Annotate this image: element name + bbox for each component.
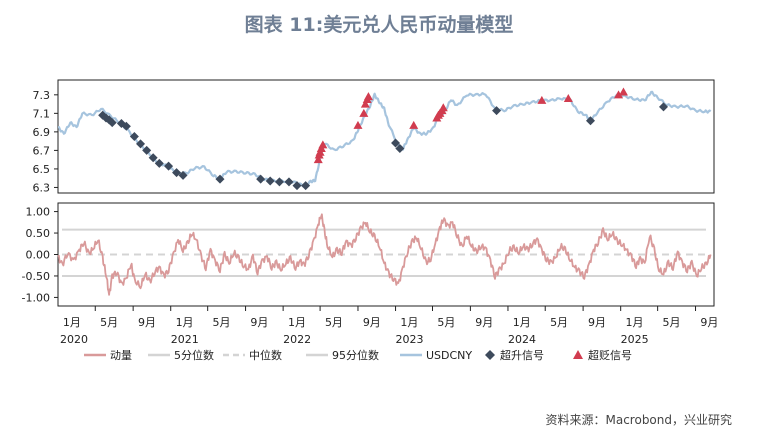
legend-label: 5分位数: [174, 348, 214, 362]
source-note: 资料来源：Macrobond，兴业研究: [545, 413, 733, 427]
x-month-label: 5月: [550, 316, 568, 329]
rise-signal-marker: [274, 177, 284, 187]
rise-signal-marker: [292, 181, 302, 191]
x-month-label: 1月: [288, 316, 306, 329]
deval-signal-marker: [537, 95, 547, 104]
y-tick-label: 6.7: [33, 144, 51, 157]
deval-signal-marker: [359, 108, 369, 117]
deval-signal-marker: [318, 140, 328, 149]
legend-swatch-diamond: [485, 350, 495, 360]
x-axis: 1月 5月 9月 1月 5月 9月 1月 5月 9月 1月 5月 9月 1月 5月 9月 1月 5月 9月 2020…: [60, 306, 718, 346]
x-year-label: 2023: [396, 333, 424, 346]
rise-signal-marker: [256, 174, 266, 184]
legend: 动量 5分位数 中位数 95分位数 USDCNY 超升信号 超贬信号: [84, 348, 632, 362]
y-tick-label: 7.1: [33, 107, 51, 120]
x-month-label: 1月: [63, 316, 81, 329]
rise-signal-marker: [142, 145, 152, 155]
deval-signal-marker: [438, 103, 448, 112]
x-year-label: 2022: [283, 333, 311, 346]
x-month-label: 5月: [100, 316, 118, 329]
y-tick-label: 6.5: [33, 163, 51, 176]
rise-signal-marker: [265, 176, 275, 186]
deval-signal-marker: [360, 99, 370, 108]
legend-label: 95分位数: [332, 348, 379, 362]
rise-signal-marker: [129, 132, 139, 141]
x-month-label: 1月: [513, 316, 531, 329]
y-tick-label: 0.50: [26, 227, 51, 240]
x-month-label: 9月: [250, 316, 268, 329]
legend-swatch-triangle: [573, 350, 583, 359]
rise-signal-marker: [172, 168, 182, 178]
rise-signal-marker: [492, 106, 502, 116]
deval-signal-marker: [363, 92, 373, 101]
deval-signal-marker: [614, 90, 624, 99]
x-month-label: 5月: [437, 316, 455, 329]
chart-title: 图表 11:美元兑人民币动量模型: [244, 14, 514, 36]
legend-label: 中位数: [249, 348, 282, 362]
legend-label: 超升信号: [500, 348, 544, 362]
x-month-label: 9月: [588, 316, 606, 329]
rise-signal-marker: [215, 174, 225, 184]
rise-signal-marker: [301, 181, 311, 191]
rise-signal-marker: [121, 121, 131, 131]
x-year-label: 2021: [171, 333, 199, 346]
x-year-label: 2025: [621, 333, 649, 346]
rise-signal-marker: [116, 119, 126, 129]
x-month-label: 1月: [400, 316, 418, 329]
rise-signal-marker: [154, 158, 164, 168]
rise-signal-marker: [284, 177, 294, 187]
x-month-label: 1月: [626, 316, 644, 329]
rise-signal-marker: [164, 161, 174, 171]
y-tick-label: -0.50: [22, 270, 50, 283]
y-tick-label: 7.3: [33, 89, 51, 102]
x-year-label: 2020: [60, 333, 88, 346]
rise-signal-marker: [148, 153, 158, 163]
rise-signal-marker: [136, 139, 146, 149]
legend-label: 超贬信号: [588, 348, 632, 362]
top-panel-frame: [57, 79, 715, 194]
x-month-label: 9月: [475, 316, 493, 329]
y-tick-label: 0.00: [26, 249, 51, 262]
deval-signal-marker: [618, 87, 628, 96]
rise-signal-marker: [107, 118, 117, 128]
x-year-label: 2024: [508, 333, 536, 346]
y-tick-label: 6.9: [33, 126, 51, 139]
x-month-label: 5月: [662, 316, 680, 329]
deval-signal-marker: [313, 155, 323, 164]
rise-signal-marker: [178, 170, 188, 180]
usdcny-line: [57, 90, 712, 188]
y-tick-label: 1.00: [26, 206, 51, 219]
rise-signal-marker: [658, 102, 668, 112]
x-month-label: 5月: [213, 316, 231, 329]
deval-signal-marker: [563, 94, 573, 103]
legend-label: USDCNY: [426, 349, 472, 362]
legend-label: 动量: [110, 349, 132, 362]
x-month-label: 9月: [363, 316, 381, 329]
usdcny-panel: 7.3 7.1 6.9 6.7 6.5 6.3: [33, 79, 715, 194]
rise-signal-marker: [391, 138, 401, 148]
x-month-label: 9月: [138, 316, 156, 329]
x-month-label: 1月: [176, 316, 194, 329]
rise-signal-marker: [585, 116, 595, 126]
x-month-label: 9月: [700, 316, 718, 329]
rise-signal-marker: [395, 144, 405, 154]
momentum-line: [57, 213, 712, 296]
y-tick-label: -1.00: [22, 291, 50, 304]
x-month-label: 5月: [325, 316, 343, 329]
y-tick-label: 6.3: [33, 181, 51, 194]
momentum-panel: 1.00 0.50 0.00 -0.50 -1.00: [22, 202, 715, 307]
deval-signal-marker: [353, 120, 363, 129]
deval-signal-marker: [409, 120, 419, 129]
